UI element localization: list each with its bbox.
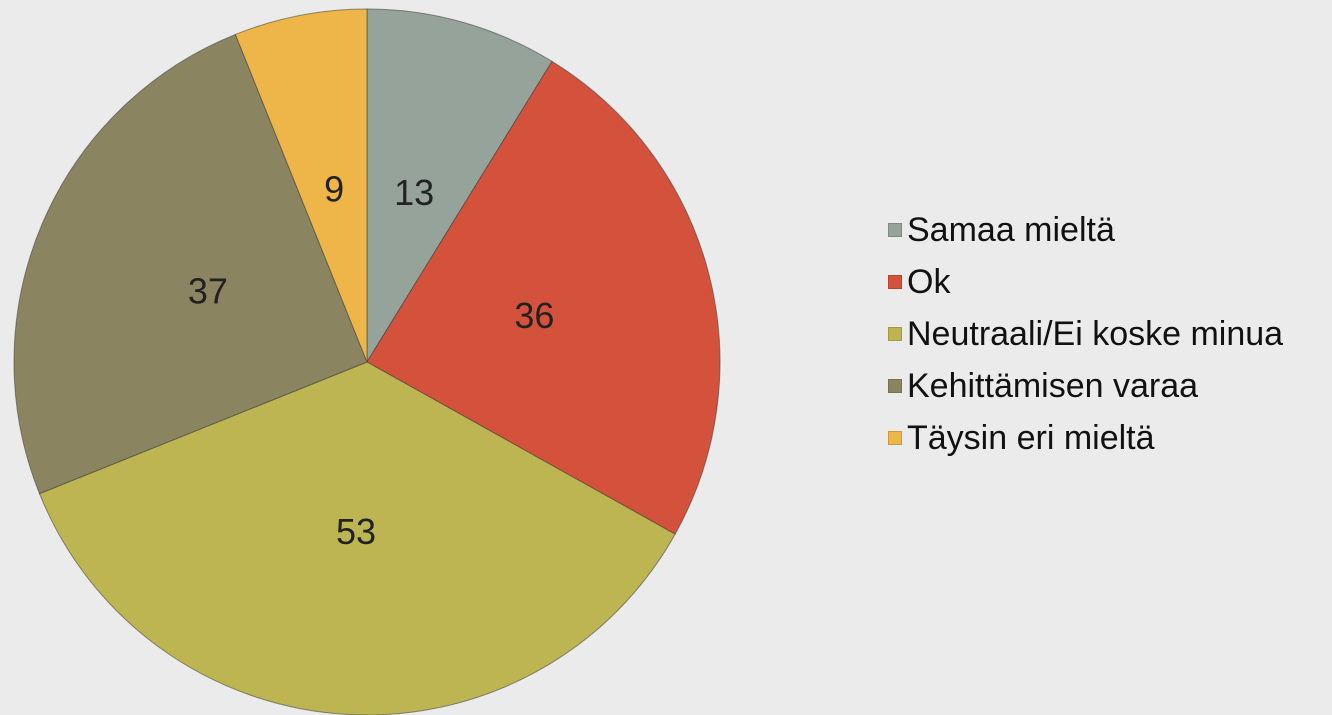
pie-slice <box>13 33 368 495</box>
legend-entry: Samaa mieltä <box>888 204 1328 256</box>
legend-entry: Neutraali/Ei koske minua <box>888 308 1328 360</box>
data-label: 53 <box>336 511 376 552</box>
legend-entry: Ok <box>888 256 1328 308</box>
legend-label: Kehittämisen varaa <box>907 367 1199 405</box>
legend-label: Ok <box>907 263 951 301</box>
legend-entry: Täysin eri mieltä <box>888 412 1328 464</box>
legend-label: Samaa mieltä <box>907 211 1115 249</box>
pie-chart: 13 36 53 37 9 <box>13 8 721 715</box>
legend-entry: Kehittämisen varaa <box>888 360 1328 412</box>
legend-swatch <box>888 275 902 289</box>
legend-swatch <box>888 431 902 445</box>
pie-slice <box>366 60 721 535</box>
pie-slice <box>366 8 553 364</box>
legend-swatch <box>888 223 902 237</box>
data-label: 37 <box>188 271 228 312</box>
pie-slice <box>38 361 676 715</box>
legend-swatch <box>888 379 902 393</box>
legend-label: Täysin eri mieltä <box>907 419 1155 457</box>
data-label: 9 <box>324 169 344 210</box>
data-label: 13 <box>394 172 434 213</box>
data-label: 36 <box>514 295 554 336</box>
legend: Samaa mieltä Ok Neutraali/Ei koske minua Ke… <box>888 204 1328 464</box>
legend-swatch <box>888 327 902 341</box>
pie-slice <box>234 8 368 363</box>
legend-label: Neutraali/Ei koske minua <box>907 315 1284 353</box>
